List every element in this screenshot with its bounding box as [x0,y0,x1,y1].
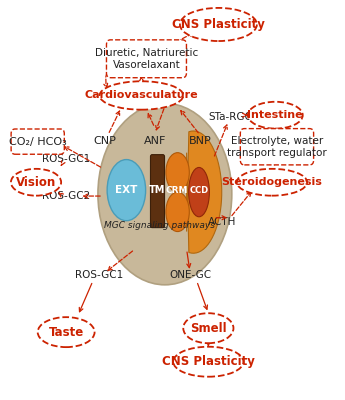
FancyBboxPatch shape [240,129,314,165]
Text: ACTH: ACTH [208,217,236,227]
FancyBboxPatch shape [150,155,165,228]
FancyArrowPatch shape [181,110,198,133]
FancyArrowPatch shape [109,111,120,132]
FancyArrowPatch shape [59,193,63,197]
Text: ONE-GC: ONE-GC [169,270,211,280]
Text: Steroidogenesis: Steroidogenesis [221,177,322,187]
Text: EXT: EXT [115,185,138,195]
Text: CNP: CNP [93,136,116,146]
Text: STa-RGC: STa-RGC [208,112,252,122]
FancyBboxPatch shape [107,40,186,78]
Ellipse shape [248,102,303,129]
FancyBboxPatch shape [11,129,64,154]
Text: ROS-GC1: ROS-GC1 [76,270,124,280]
Text: CCD: CCD [189,186,209,195]
FancyArrowPatch shape [232,192,251,216]
FancyArrowPatch shape [215,125,227,156]
FancyArrowPatch shape [139,77,144,81]
Text: CO₂/ HCO₃: CO₂/ HCO₃ [9,137,67,147]
Text: Cardiovasculature: Cardiovasculature [85,90,198,100]
Text: ANF: ANF [144,136,166,146]
FancyArrowPatch shape [104,61,113,88]
Ellipse shape [166,192,189,232]
FancyArrowPatch shape [148,114,154,125]
Ellipse shape [237,169,307,196]
Polygon shape [187,131,222,253]
Text: CNS Plasticity: CNS Plasticity [162,355,255,368]
Text: Taste: Taste [49,326,84,339]
Ellipse shape [11,169,61,196]
FancyArrowPatch shape [243,113,247,117]
Text: BNP: BNP [189,136,211,146]
FancyArrowPatch shape [65,147,100,167]
FancyArrowPatch shape [84,194,100,198]
Text: ROS-GC2: ROS-GC2 [42,191,90,201]
FancyArrowPatch shape [177,33,194,43]
Text: Diuretic, Natriuretic
Vasorelaxant: Diuretic, Natriuretic Vasorelaxant [95,48,198,70]
Text: Vision: Vision [16,176,56,189]
Text: Electrolyte, water
transport regulator: Electrolyte, water transport regulator [227,136,327,158]
FancyArrowPatch shape [187,252,191,268]
Text: CNS Plasticity: CNS Plasticity [172,18,265,31]
FancyArrowPatch shape [108,251,132,270]
Ellipse shape [38,317,95,347]
Text: TM: TM [149,185,166,195]
Text: Smell: Smell [190,322,227,335]
Text: MGC signaling pathways: MGC signaling pathways [104,221,215,230]
Text: ROS-GC1: ROS-GC1 [42,154,90,164]
FancyArrowPatch shape [61,161,65,165]
FancyArrowPatch shape [79,284,92,312]
Ellipse shape [98,103,232,285]
Ellipse shape [173,347,244,377]
Ellipse shape [183,313,234,343]
FancyArrowPatch shape [273,128,277,132]
Text: Intestine: Intestine [247,110,303,120]
Ellipse shape [180,8,257,41]
Ellipse shape [189,168,209,217]
FancyArrowPatch shape [206,342,210,346]
FancyArrowPatch shape [156,109,164,130]
FancyArrowPatch shape [198,284,207,309]
Ellipse shape [166,153,189,192]
Text: CRM: CRM [166,186,188,195]
FancyArrowPatch shape [216,216,226,220]
FancyArrowPatch shape [56,150,60,154]
Ellipse shape [107,160,146,221]
FancyArrowPatch shape [273,160,277,165]
Ellipse shape [100,81,183,110]
